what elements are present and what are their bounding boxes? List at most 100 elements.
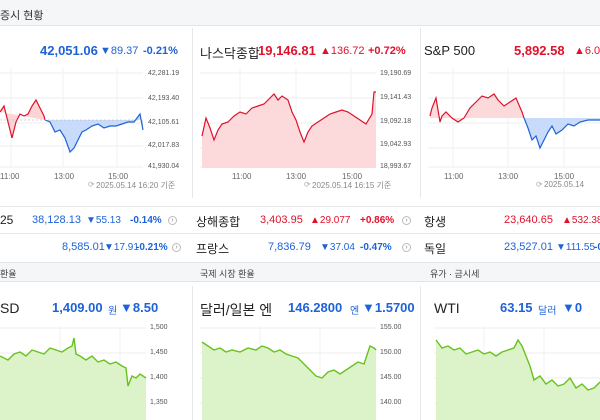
y-tick: 19,092.18: [380, 118, 412, 125]
index-percent: -0.21%: [143, 45, 178, 57]
index-value: 19,146.81: [258, 43, 316, 58]
x-tick: 13:00: [54, 172, 75, 181]
expand-icon[interactable]: ›: [168, 216, 177, 225]
refresh-icon[interactable]: ⟳: [88, 180, 95, 189]
y-tick: 140.00: [380, 399, 402, 406]
section-bar: [0, 262, 600, 282]
divider: [192, 28, 193, 198]
index-card-sp500[interactable]: S&P 500 5,892.58 ▲6.03 11:00 13:00 15:00…: [424, 28, 600, 198]
fx-chart: [434, 326, 600, 420]
fx-unit: 원: [108, 306, 118, 317]
index-row-name: 25: [0, 213, 14, 227]
section-title-oil-gold: 유가 · 금시세: [430, 269, 480, 279]
y-tick: 41,930.04: [148, 163, 180, 170]
y-tick: 1,450: [150, 349, 168, 356]
refresh-icon[interactable]: ⟳: [536, 180, 543, 189]
fx-name: SD: [0, 300, 20, 316]
section-title-intl-exchange: 국제 시장 환율: [200, 269, 255, 279]
index-row-percent: -0: [594, 242, 600, 253]
index-row-item[interactable]: 프랑스 7,836.79 ▼37.04 -0.47% ›: [196, 237, 416, 257]
index-row-value: 7,836.79: [268, 241, 311, 253]
divider: [0, 233, 600, 234]
divider: [420, 28, 421, 198]
index-name: 나스닥종합: [200, 46, 260, 61]
y-tick: 42,193.40: [148, 95, 180, 102]
timestamp: 2025.05.14 16:15 기준: [312, 181, 392, 190]
y-tick: 18,993.67: [380, 163, 412, 170]
y-tick: 42,105.61: [148, 119, 180, 126]
fx-value: 146.2800: [288, 300, 343, 315]
index-row-item[interactable]: 8,585.01 ▼17.91 -0.21% ›: [0, 237, 190, 257]
index-row-change: ▼17.91: [104, 242, 139, 253]
index-change: ▼89.37: [100, 45, 139, 57]
index-row-name: 항생: [424, 215, 447, 229]
fx-card-usd[interactable]: SD 1,409.00 원 ▼8.50 1,500 1,450 1,400 1,…: [0, 286, 190, 420]
section-title-exchange: 환율: [0, 269, 17, 279]
y-tick: 1,500: [150, 324, 168, 331]
fx-chart: [0, 326, 147, 420]
fx-unit: 엔: [350, 306, 360, 317]
index-percent: +0.72%: [368, 45, 406, 57]
index-row-percent: +0.86%: [360, 215, 395, 226]
fx-chart: [200, 326, 377, 420]
index-card-dow[interactable]: 42,051.06 ▼89.37 -0.21% 42,281.19 42,193…: [0, 28, 190, 198]
index-row-item[interactable]: 항생 23,640.65 ▲532.38: [424, 210, 600, 230]
index-row-value: 23,527.01: [504, 241, 553, 253]
timestamp: 2025.05.14 16:20 기준: [96, 181, 176, 190]
y-tick: 42,281.19: [148, 70, 180, 77]
index-row-name: 독일: [424, 242, 447, 256]
fx-value: 63.15: [500, 300, 533, 315]
x-tick: 13:00: [498, 172, 519, 181]
x-tick: 11:00: [0, 172, 20, 181]
x-tick: 15:00: [108, 172, 129, 181]
index-row-value: 23,640.65: [504, 214, 553, 226]
market-header: 증시 현황: [0, 0, 600, 26]
index-row-change: ▲532.38: [562, 215, 600, 226]
expand-icon[interactable]: ›: [402, 216, 411, 225]
expand-icon[interactable]: ›: [402, 243, 411, 252]
index-row-change: ▼55.13: [86, 215, 121, 226]
divider: [0, 206, 600, 207]
fx-unit: 달러: [538, 306, 557, 317]
fx-name: WTI: [434, 300, 460, 316]
index-chart: [200, 68, 376, 168]
y-tick: 155.00: [380, 324, 402, 331]
index-row-change: ▼37.04: [320, 242, 355, 253]
index-change: ▲136.72: [320, 45, 365, 57]
y-tick: 1,400: [150, 374, 168, 381]
index-row-item[interactable]: 상해종합 3,403.95 ▲29.077 +0.86% ›: [196, 210, 416, 230]
y-tick: 145.00: [380, 374, 402, 381]
index-row-change: ▲29.077: [310, 215, 351, 226]
index-chart: [428, 68, 600, 168]
index-row-item[interactable]: 25 38,128.13 ▼55.13 -0.14% ›: [0, 210, 190, 230]
fx-change: ▼8.50: [120, 300, 159, 315]
index-row-name: 상해종합: [196, 215, 241, 229]
divider: [192, 286, 193, 420]
index-chart: [0, 68, 144, 168]
fx-value: 1,409.00: [52, 300, 103, 315]
index-card-nasdaq[interactable]: 나스닥종합 19,146.81 ▲136.72 +0.72% 19,190.69…: [196, 28, 416, 198]
index-row-change: ▼111.55: [556, 242, 595, 253]
index-value: 42,051.06: [40, 43, 98, 58]
fx-card-jpy[interactable]: 달러/일본 엔 146.2800 엔 ▼1.5700 155.00 150.00…: [196, 286, 416, 420]
divider: [420, 286, 421, 420]
expand-icon[interactable]: ›: [172, 243, 181, 252]
index-row-value: 8,585.01: [62, 241, 105, 253]
x-tick: 11:00: [232, 172, 252, 181]
index-row-name: 프랑스: [196, 242, 230, 256]
index-row-percent: -0.47%: [360, 242, 392, 253]
fx-card-wti[interactable]: WTI 63.15 달러 ▼0: [424, 286, 600, 420]
y-tick: 42,017.83: [148, 142, 180, 149]
index-change: ▲6.03: [574, 45, 600, 57]
refresh-icon[interactable]: ⟳: [304, 180, 311, 189]
index-row-percent: -0.21%: [136, 242, 168, 253]
index-row-value: 3,403.95: [260, 214, 303, 226]
index-row-percent: -0.14%: [130, 215, 162, 226]
y-tick: 19,190.69: [380, 70, 412, 77]
y-tick: 1,350: [150, 399, 168, 406]
fx-change: ▼0: [562, 300, 583, 315]
timestamp: 2025.05.14: [544, 180, 585, 189]
index-value: 5,892.58: [514, 43, 565, 58]
index-row-item[interactable]: 독일 23,527.01 ▼111.55 -0: [424, 237, 600, 257]
x-tick: 13:00: [286, 172, 307, 181]
